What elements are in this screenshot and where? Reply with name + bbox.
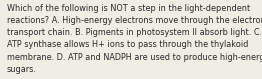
Text: sugars.: sugars.	[7, 65, 36, 74]
Text: Which of the following is NOT a step in the light-dependent: Which of the following is NOT a step in …	[7, 4, 250, 13]
Text: membrane. D. ATP and NADPH are used to produce high-energy: membrane. D. ATP and NADPH are used to p…	[7, 53, 262, 62]
Text: transport chain. B. Pigments in photosystem II absorb light. C.: transport chain. B. Pigments in photosys…	[7, 28, 262, 37]
Text: ATP synthase allows H+ ions to pass through the thylakoid: ATP synthase allows H+ ions to pass thro…	[7, 40, 248, 49]
Text: reactions? A. High-energy electrons move through the electron: reactions? A. High-energy electrons move…	[7, 16, 262, 25]
